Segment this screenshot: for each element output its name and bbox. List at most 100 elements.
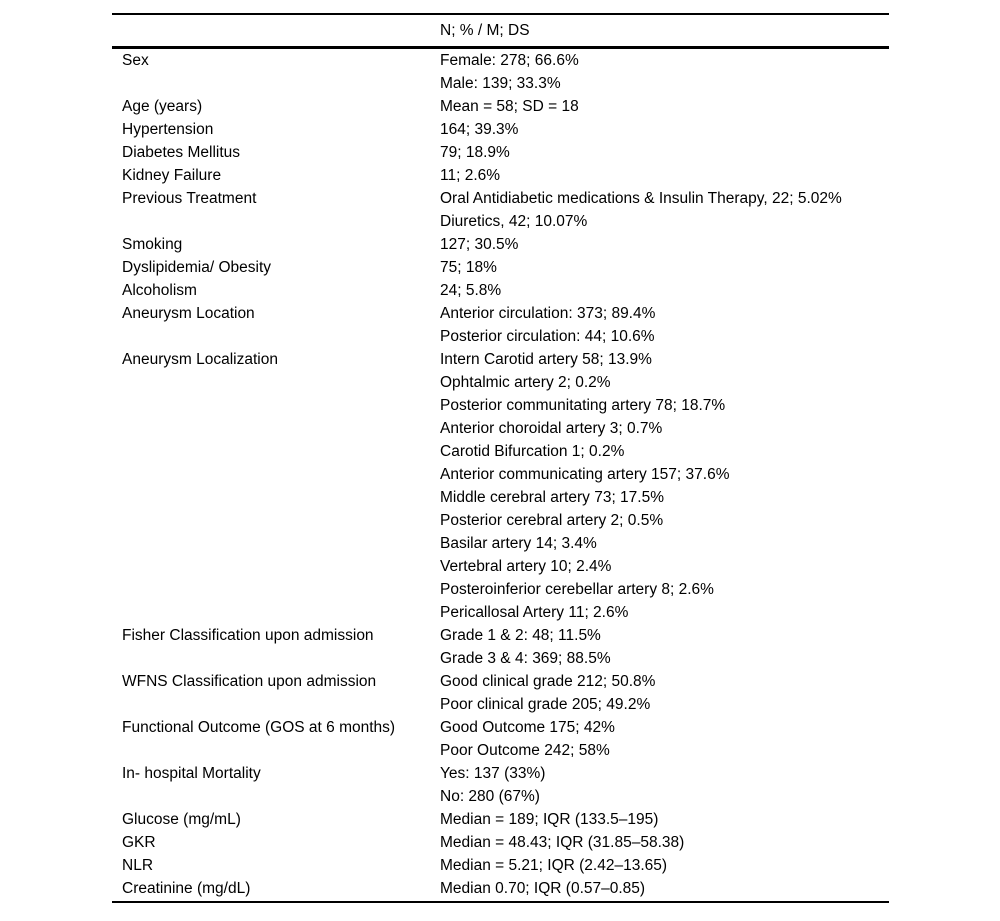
row-label: Hypertension <box>122 121 214 138</box>
row-label: Aneurysm Location <box>122 305 255 322</box>
value-line: 127; 30.5% <box>440 236 519 253</box>
row-values: Oral Antidiabetic medications & Insulin … <box>440 187 889 233</box>
header-label-cell <box>112 15 440 46</box>
value-line: Grade 3 & 4: 369; 88.5% <box>440 650 611 667</box>
value-line: Anterior communicating artery 157; 37.6% <box>440 466 730 483</box>
table-row: Alcoholism 24; 5.8% <box>112 279 889 302</box>
row-label: Diabetes Mellitus <box>122 144 241 161</box>
value-line: Basilar artery 14; 3.4% <box>440 535 597 552</box>
table-row: Aneurysm Localization Intern Carotid arte… <box>112 348 889 624</box>
value-line: Median = 48.43; IQR (31.85–58.38) <box>440 834 685 851</box>
value-line: Poor Outcome 242; 58% <box>440 742 610 759</box>
row-values: Intern Carotid artery 58; 13.9% Ophtalmic… <box>440 348 889 624</box>
value-line: Median = 5.21; IQR (2.42–13.65) <box>440 857 668 874</box>
table-row: NLR Median = 5.21; IQR (2.42–13.65) <box>112 854 889 877</box>
row-values: Good clinical grade 212; 50.8% Poor clini… <box>440 670 889 716</box>
row-label: Aneurysm Localization <box>122 351 278 368</box>
row-values: Yes: 137 (33%) No: 280 (67%) <box>440 762 889 808</box>
value-line: Carotid Bifurcation 1; 0.2% <box>440 443 625 460</box>
row-label: Fisher Classification upon admission <box>122 627 374 644</box>
table-row: Creatinine (mg/dL) Median 0.70; IQR (0.57… <box>112 877 889 900</box>
value-line: Median 0.70; IQR (0.57–0.85) <box>440 880 646 897</box>
value-line: Good clinical grade 212; 50.8% <box>440 673 656 690</box>
value-line: Mean = 58; SD = 18 <box>440 98 579 115</box>
table-row: Glucose (mg/mL) Median = 189; IQR (133.5–… <box>112 808 889 831</box>
table-row: Previous Treatment Oral Antidiabetic medi… <box>112 187 889 233</box>
row-values: Anterior circulation: 373; 89.4% Posterio… <box>440 302 889 348</box>
table-row: In- hospital Mortality Yes: 137 (33%) No: … <box>112 762 889 808</box>
header-value-cell: N; % / M; DS <box>440 22 530 39</box>
row-label: Glucose (mg/mL) <box>122 811 241 828</box>
value-line: 79; 18.9% <box>440 144 510 161</box>
table-row: Aneurysm Location Anterior circulation: 3… <box>112 302 889 348</box>
row-label: Kidney Failure <box>122 167 222 184</box>
value-line: No: 280 (67%) <box>440 788 540 805</box>
value-line: 75; 18% <box>440 259 497 276</box>
table-row: Hypertension 164; 39.3% <box>112 118 889 141</box>
value-line: Middle cerebral artery 73; 17.5% <box>440 489 665 506</box>
row-values: Grade 1 & 2: 48; 11.5% Grade 3 & 4: 369; … <box>440 624 889 670</box>
value-line: Intern Carotid artery 58; 13.9% <box>440 351 652 368</box>
patient-characteristics-table: N; % / M; DS Sex Female: 278; 66.6% Male: … <box>112 13 889 903</box>
row-values: 164; 39.3% <box>440 118 889 141</box>
value-line: Posteroinferior cerebellar artery 8; 2.6… <box>440 581 714 598</box>
row-values: 75; 18% <box>440 256 889 279</box>
row-values: Median 0.70; IQR (0.57–0.85) <box>440 877 889 900</box>
row-label: Alcoholism <box>122 282 197 299</box>
row-label: Age (years) <box>122 98 203 115</box>
row-values: Median = 5.21; IQR (2.42–13.65) <box>440 854 889 877</box>
table-row: Diabetes Mellitus 79; 18.9% <box>112 141 889 164</box>
row-values: 127; 30.5% <box>440 233 889 256</box>
value-line: Female: 278; 66.6% <box>440 52 579 69</box>
table-row: Functional Outcome (GOS at 6 months) Good… <box>112 716 889 762</box>
value-line: 11; 2.6% <box>440 167 501 184</box>
value-line: Oral Antidiabetic medications & Insulin … <box>440 190 842 207</box>
value-line: Posterior communitating artery 78; 18.7% <box>440 397 726 414</box>
value-line: Diuretics, 42; 10.07% <box>440 213 588 230</box>
row-label: Creatinine (mg/dL) <box>122 880 251 897</box>
value-line: Ophtalmic artery 2; 0.2% <box>440 374 611 391</box>
row-label: NLR <box>122 857 154 874</box>
value-line: 164; 39.3% <box>440 121 519 138</box>
row-values: Good Outcome 175; 42% Poor Outcome 242; 5… <box>440 716 889 762</box>
row-label: In- hospital Mortality <box>122 765 261 782</box>
value-line: Vertebral artery 10; 2.4% <box>440 558 612 575</box>
row-label: WFNS Classification upon admission <box>122 673 377 690</box>
value-line: Good Outcome 175; 42% <box>440 719 615 736</box>
table-row: Age (years) Mean = 58; SD = 18 <box>112 95 889 118</box>
row-label: Functional Outcome (GOS at 6 months) <box>122 719 396 736</box>
table-row: Kidney Failure 11; 2.6% <box>112 164 889 187</box>
value-line: Posterior circulation: 44; 10.6% <box>440 328 655 345</box>
value-line: Anterior choroidal artery 3; 0.7% <box>440 420 663 437</box>
table-row: GKR Median = 48.43; IQR (31.85–58.38) <box>112 831 889 854</box>
table-body: Sex Female: 278; 66.6% Male: 139; 33.3% Age… <box>112 49 889 903</box>
row-label: Previous Treatment <box>122 190 257 207</box>
value-line: 24; 5.8% <box>440 282 502 299</box>
row-label: Dyslipidemia/ Obesity <box>122 259 272 276</box>
row-values: Median = 48.43; IQR (31.85–58.38) <box>440 831 889 854</box>
table-row: Fisher Classification upon admission Grad… <box>112 624 889 670</box>
value-line: Yes: 137 (33%) <box>440 765 546 782</box>
value-line: Grade 1 & 2: 48; 11.5% <box>440 627 601 644</box>
value-line: Median = 189; IQR (133.5–195) <box>440 811 659 828</box>
row-values: 11; 2.6% <box>440 164 889 187</box>
table-row: Dyslipidemia/ Obesity 75; 18% <box>112 256 889 279</box>
value-line: Male: 139; 33.3% <box>440 75 561 92</box>
row-label: Smoking <box>122 236 183 253</box>
row-values: 79; 18.9% <box>440 141 889 164</box>
table-row: WFNS Classification upon admission Good c… <box>112 670 889 716</box>
table-header-row: N; % / M; DS <box>112 15 889 49</box>
row-values: Female: 278; 66.6% Male: 139; 33.3% <box>440 49 889 95</box>
row-values: Median = 189; IQR (133.5–195) <box>440 808 889 831</box>
value-line: Anterior circulation: 373; 89.4% <box>440 305 656 322</box>
table-row: Smoking 127; 30.5% <box>112 233 889 256</box>
value-line: Posterior cerebral artery 2; 0.5% <box>440 512 664 529</box>
table-row: Sex Female: 278; 66.6% Male: 139; 33.3% <box>112 49 889 95</box>
row-label: GKR <box>122 834 156 851</box>
row-label: Sex <box>122 52 149 69</box>
value-line: Poor clinical grade 205; 49.2% <box>440 696 651 713</box>
value-line: Pericallosal Artery 11; 2.6% <box>440 604 629 621</box>
row-values: 24; 5.8% <box>440 279 889 302</box>
row-values: Mean = 58; SD = 18 <box>440 95 889 118</box>
